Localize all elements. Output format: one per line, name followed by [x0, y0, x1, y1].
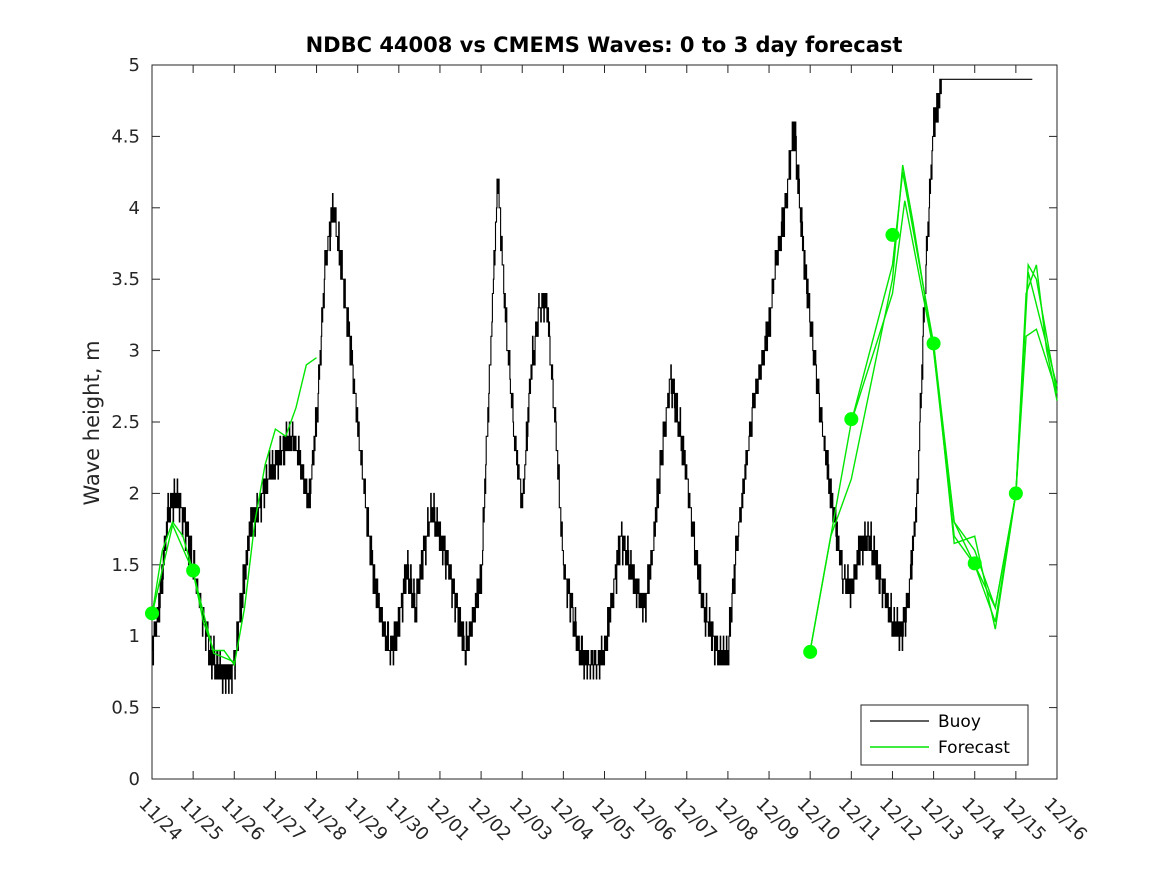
y-tick-label: 3	[129, 341, 140, 362]
legend-box	[860, 704, 1029, 766]
y-tick-label: 1.5	[111, 555, 140, 576]
y-tick-label: 2.5	[111, 412, 140, 433]
y-tick-label: 2	[129, 483, 140, 504]
y-tick-label: 0	[129, 769, 140, 790]
forecast-start-marker	[926, 336, 941, 351]
forecast-start-marker	[885, 227, 900, 242]
legend: Buoy Forecast	[860, 704, 1029, 766]
legend-label-buoy: Buoy	[938, 712, 981, 732]
y-tick-label: 5	[129, 55, 140, 76]
forecast-start-marker	[1008, 486, 1023, 501]
series-forecast-line	[151, 357, 317, 667]
forecast-start-marker	[967, 556, 982, 571]
y-tick-label: 0.5	[111, 698, 140, 719]
y-tick-label: 3.5	[111, 269, 140, 290]
series-forecast-line	[932, 262, 1058, 610]
series-buoy-line	[151, 78, 1033, 694]
y-tick-label: 4	[129, 198, 140, 219]
legend-label-forecast: Forecast	[938, 738, 1010, 758]
series-forecast-line	[809, 200, 1058, 651]
chart-title: NDBC 44008 vs CMEMS Waves: 0 to 3 day fo…	[306, 33, 903, 57]
forecast-start-marker	[803, 644, 818, 659]
forecast-start-marker	[145, 606, 159, 621]
forecast-start-marker	[844, 412, 859, 427]
y-tick-label: 1	[129, 626, 140, 647]
y-tick-label: 4.5	[111, 126, 140, 147]
y-axis-label: Wave height, m	[80, 340, 104, 505]
forecast-start-marker	[186, 563, 201, 578]
